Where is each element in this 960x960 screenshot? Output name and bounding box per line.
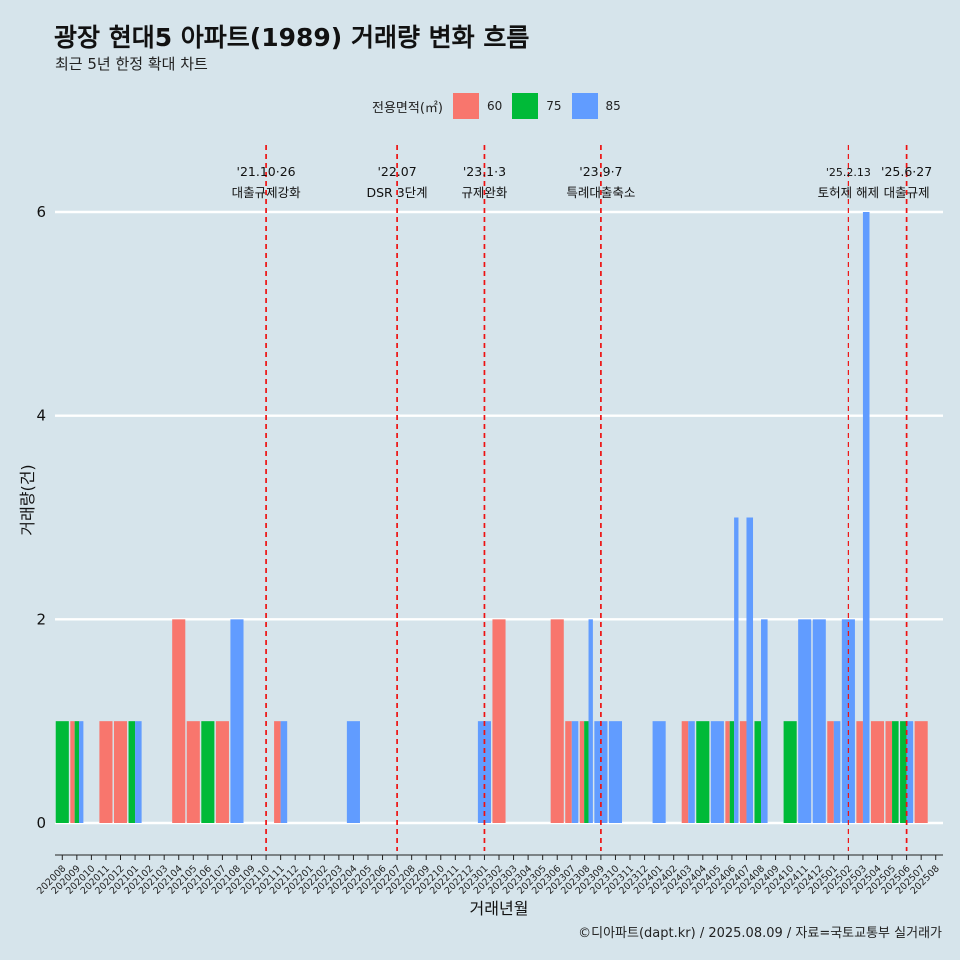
bar-85-202406: [734, 517, 739, 823]
bar-60-202105: [186, 721, 200, 823]
bar-85-202009: [79, 721, 84, 823]
x-axis-title: 거래년월: [470, 899, 529, 918]
bar-75-202406: [729, 721, 735, 823]
legend-swatch-75: [512, 93, 539, 119]
y-tick-label: 0: [36, 814, 46, 832]
annotation-date: '21.10·26: [237, 164, 296, 179]
legend-label-60: 60: [486, 99, 503, 113]
bar-85-202101: [135, 721, 142, 823]
legend: 전용면적(㎡) 60 75 85: [372, 93, 631, 119]
bar-85-202506: [906, 721, 914, 823]
bar-60-202505: [885, 721, 893, 823]
bar-60-202308: [579, 721, 585, 823]
bar-60-202403: [681, 721, 689, 823]
y-tick-label: 2: [36, 610, 46, 628]
annotation-label: 특례대출축소: [566, 185, 635, 200]
y-tick-label: 6: [36, 203, 46, 221]
bar-60-202507: [914, 721, 928, 823]
annotation-date: '25.2.13: [826, 166, 871, 179]
bar-85-202408: [761, 619, 768, 823]
annotation-label: 대출규제: [884, 185, 930, 200]
bar-85-202411: [798, 619, 812, 823]
bar-75-202404: [696, 721, 710, 823]
chart-caption: ©디아파트(dapt.kr) / 2025.08.09 / 자료=국토교통부 실…: [578, 926, 942, 941]
legend-item-85: 85: [571, 93, 621, 119]
chart-title: 광장 현대5 아파트(1989) 거래량 변화 흐름: [54, 23, 530, 52]
bar-85-202401: [652, 721, 666, 823]
bar-75-202106: [201, 721, 215, 823]
legend-item-75: 75: [512, 93, 562, 119]
legend-swatch-60: [452, 93, 479, 119]
bar-60-202104: [172, 619, 186, 823]
bar-60-202107: [215, 721, 229, 823]
bar-60-202504: [870, 721, 885, 823]
annotation-label: 대출규제강화: [232, 185, 302, 200]
annotation-label: 토허제 해제: [818, 185, 879, 200]
bar-60-202503: [856, 721, 863, 823]
legend-swatch-85: [571, 93, 598, 119]
bar-85-202111: [280, 721, 288, 823]
legend-item-60: 60: [452, 93, 503, 119]
annotation-date: '23.9·7: [579, 164, 622, 179]
bar-85-202403: [688, 721, 695, 823]
bar-75-202009: [74, 721, 80, 823]
bar-60-202407: [739, 721, 747, 823]
bar-85-202307: [571, 721, 579, 823]
bar-85-202412: [812, 619, 826, 823]
bar-85-202204: [346, 721, 360, 823]
bar-85-202407: [746, 517, 754, 823]
bar-75-202308: [584, 721, 589, 823]
y-axis-title: 거래량(건): [18, 464, 37, 535]
bar-60-202009: [70, 721, 75, 823]
bar-75-202506: [900, 721, 907, 823]
annotation-date: '23.1·3: [463, 164, 506, 179]
bar-60-202011: [99, 721, 113, 823]
bar-60-202501: [827, 721, 834, 823]
bar-85-202301: [477, 721, 491, 823]
bar-60-202406: [725, 721, 730, 823]
bar-75-202101: [128, 721, 136, 823]
y-tick-label: 4: [36, 407, 46, 425]
bar-85-202310: [608, 721, 623, 823]
bar-85-202308: [588, 619, 593, 823]
bar-75-202408: [754, 721, 762, 823]
legend-title: 전용면적(㎡): [372, 100, 443, 116]
bar-75-202410: [783, 721, 797, 823]
bar-85-202501: [833, 721, 841, 823]
legend-label-75: 75: [546, 99, 562, 113]
bar-60-202307: [565, 721, 572, 823]
annotation-date: '25.6·27: [881, 164, 932, 179]
bar-85-202405: [710, 721, 724, 823]
bar-75-202505: [892, 721, 899, 823]
annotation-label: 규제완화: [461, 185, 508, 200]
bar-60-202306: [550, 619, 564, 823]
annotation-label: DSR 3단계: [367, 185, 428, 200]
bar-60-202111: [274, 721, 281, 823]
bar-85-202309: [594, 721, 608, 823]
bar-60-202302: [492, 619, 506, 823]
bar-85-202503: [862, 212, 870, 823]
bar-60-202012: [113, 721, 128, 823]
chart-subtitle: 최근 5년 한정 확대 차트: [55, 55, 208, 73]
bar-75-202008: [55, 721, 69, 823]
bar-85-202108: [230, 619, 244, 823]
annotation-date: '22.07: [377, 164, 416, 179]
legend-label-85: 85: [605, 99, 621, 113]
